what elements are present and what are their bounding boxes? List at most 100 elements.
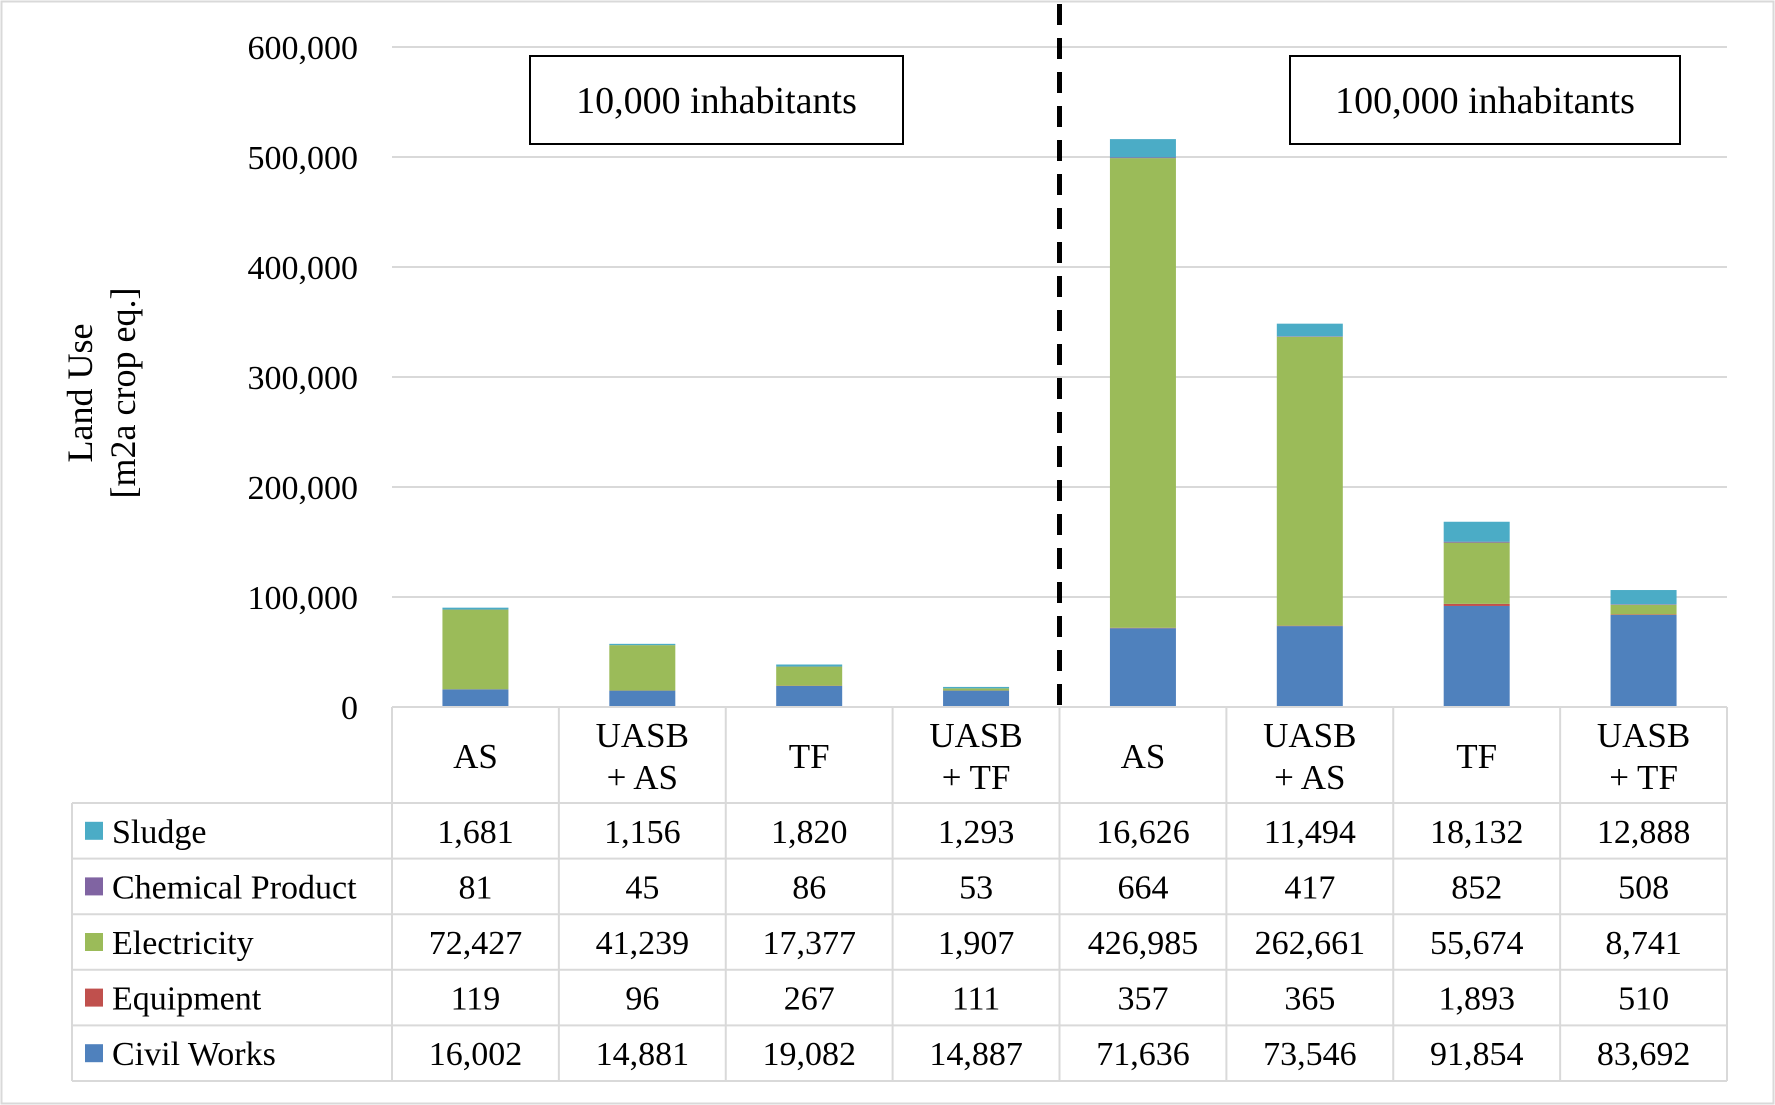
y-tick-label: 400,000 xyxy=(248,250,359,287)
bar-segment-electricity xyxy=(1109,158,1176,628)
category-label: TF xyxy=(1456,737,1497,776)
data-value: 1,156 xyxy=(604,814,681,851)
bar-segment-civil-works xyxy=(776,686,843,707)
legend-label: Civil Works xyxy=(112,1036,276,1073)
category-label: UASB xyxy=(1597,716,1690,755)
bar-segment-sludge xyxy=(1109,139,1176,158)
data-value: 41,239 xyxy=(596,925,690,962)
bar-segment-sludge xyxy=(1276,323,1343,337)
data-value: 91,854 xyxy=(1430,1036,1524,1073)
data-value: 1,293 xyxy=(938,814,1015,851)
data-value: 17,377 xyxy=(762,925,856,962)
bar-segment-sludge xyxy=(609,643,676,646)
bar-segment-electricity xyxy=(609,645,676,691)
category-label: AS xyxy=(453,737,498,776)
data-value: 86 xyxy=(792,869,826,906)
data-value: 83,692 xyxy=(1597,1036,1691,1073)
category-label: + TF xyxy=(942,758,1011,797)
bar-segment-electricity xyxy=(1276,336,1343,626)
data-value: 96 xyxy=(625,981,659,1018)
legend-label: Electricity xyxy=(112,925,254,962)
legend-label: Equipment xyxy=(112,981,262,1018)
bar-segment-sludge xyxy=(442,607,509,610)
data-value: 14,887 xyxy=(929,1036,1023,1073)
data-value: 119 xyxy=(451,981,501,1018)
legend-key-electricity xyxy=(85,933,103,951)
bar-segment-civil-works xyxy=(943,690,1010,707)
data-value: 12,888 xyxy=(1597,814,1691,851)
category-label: + TF xyxy=(1609,758,1678,797)
data-value: 19,082 xyxy=(762,1036,856,1073)
y-tick-label: 600,000 xyxy=(248,30,359,67)
bar-segment-civil-works xyxy=(442,689,509,707)
group-label-box xyxy=(1289,55,1681,145)
legend-label: Sludge xyxy=(112,814,206,851)
bar-segment-civil-works xyxy=(1443,605,1510,707)
bar-segment-electricity xyxy=(442,609,509,690)
legend-key-civil-works xyxy=(85,1044,103,1063)
bar-segment-electricity xyxy=(943,688,1010,691)
bar-segment-electricity xyxy=(1443,542,1510,604)
bar-segment-equipment xyxy=(1443,603,1510,606)
data-value: 852 xyxy=(1451,869,1502,906)
data-value: 16,002 xyxy=(429,1036,523,1073)
bar-segment-electricity xyxy=(776,666,843,686)
category-label: + AS xyxy=(607,758,678,797)
data-value: 71,636 xyxy=(1096,1036,1190,1073)
bar-segment-civil-works xyxy=(1610,614,1677,707)
group-label: 10,000 inhabitants xyxy=(576,80,857,122)
data-value: 426,985 xyxy=(1088,925,1199,962)
data-value: 262,661 xyxy=(1255,925,1366,962)
bar-segment-sludge xyxy=(943,686,1010,689)
data-value: 267 xyxy=(784,981,835,1018)
data-value: 18,132 xyxy=(1430,814,1524,851)
data-value: 510 xyxy=(1618,981,1669,1018)
bar-segment-equipment xyxy=(1610,614,1677,615)
group-label-box xyxy=(529,55,904,145)
data-value: 53 xyxy=(959,869,993,906)
data-value: 81 xyxy=(458,869,492,906)
category-label: UASB xyxy=(1263,716,1356,755)
bar-segment-sludge xyxy=(776,664,843,667)
legend-label: Chemical Product xyxy=(112,869,357,906)
data-value: 72,427 xyxy=(429,925,523,962)
category-label: UASB xyxy=(596,716,689,755)
bar-segment-sludge xyxy=(1610,590,1677,605)
data-value: 11,494 xyxy=(1264,814,1356,851)
bar-segment-civil-works xyxy=(609,690,676,707)
bar-segment-civil-works xyxy=(1276,626,1343,707)
category-label: UASB xyxy=(929,716,1022,755)
bar-segment-electricity xyxy=(1610,604,1677,615)
y-tick-label: 200,000 xyxy=(248,470,359,507)
data-value: 55,674 xyxy=(1430,925,1524,962)
data-value: 508 xyxy=(1618,869,1669,906)
y-tick-label: 500,000 xyxy=(248,140,359,177)
data-value: 1,681 xyxy=(437,814,514,851)
category-label: AS xyxy=(1121,737,1166,776)
group-label: 100,000 inhabitants xyxy=(1335,80,1635,122)
data-value: 1,907 xyxy=(938,925,1015,962)
data-value: 16,626 xyxy=(1096,814,1190,851)
y-axis-title: Land Use xyxy=(60,324,100,463)
data-value: 365 xyxy=(1284,981,1335,1018)
category-label: TF xyxy=(789,737,830,776)
legend-key-sludge xyxy=(85,821,103,840)
legend-key-equipment xyxy=(85,988,103,1007)
y-axis-title: [m2a crop eq.] xyxy=(103,288,143,499)
y-tick-label: 0 xyxy=(341,690,358,727)
data-value: 73,546 xyxy=(1263,1036,1357,1073)
data-value: 664 xyxy=(1117,869,1168,906)
y-tick-label: 100,000 xyxy=(248,580,359,617)
data-value: 1,820 xyxy=(771,814,848,851)
y-tick-label: 300,000 xyxy=(248,360,359,397)
data-value: 14,881 xyxy=(596,1036,690,1073)
bar-segment-civil-works xyxy=(1109,628,1176,707)
category-label: + AS xyxy=(1274,758,1345,797)
legend-key-chemical-product xyxy=(85,877,103,896)
data-value: 45 xyxy=(625,869,659,906)
bar-segment-chemical-product xyxy=(1109,157,1176,159)
data-value: 1,893 xyxy=(1438,981,1515,1018)
data-value: 357 xyxy=(1117,981,1168,1018)
